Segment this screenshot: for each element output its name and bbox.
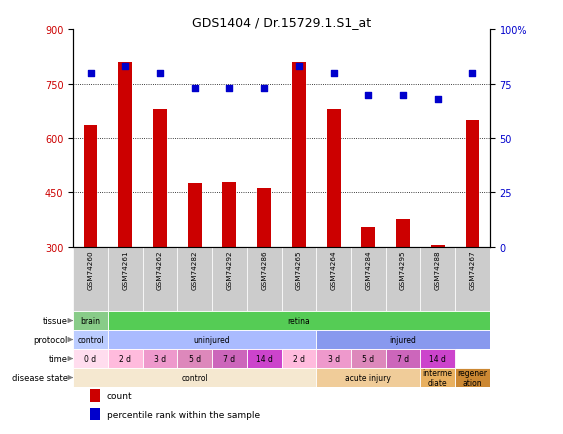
- Bar: [257, 188, 271, 247]
- Bar: [316, 349, 351, 368]
- Text: 3 d: 3 d: [154, 354, 166, 363]
- Text: GSM74292: GSM74292: [226, 250, 233, 290]
- Text: 5 d: 5 d: [189, 354, 201, 363]
- Point: [468, 70, 477, 77]
- Text: regener
ation: regener ation: [458, 368, 488, 387]
- Bar: [396, 220, 410, 247]
- Text: injured: injured: [390, 335, 417, 344]
- Bar: [118, 63, 132, 247]
- Bar: [421, 368, 455, 387]
- Text: tissue: tissue: [43, 316, 68, 325]
- Text: GSM74288: GSM74288: [435, 250, 441, 290]
- Bar: [247, 247, 282, 311]
- Bar: [90, 389, 100, 402]
- Text: GSM74295: GSM74295: [400, 250, 406, 290]
- Bar: [247, 349, 282, 368]
- Bar: [187, 184, 202, 247]
- Bar: [73, 330, 108, 349]
- Bar: [177, 349, 212, 368]
- Text: 7 d: 7 d: [397, 354, 409, 363]
- Point: [434, 96, 443, 103]
- Point: [294, 64, 303, 71]
- Bar: [327, 110, 341, 247]
- Bar: [455, 368, 490, 387]
- Bar: [222, 183, 236, 247]
- Text: brain: brain: [81, 316, 101, 325]
- Text: GSM74260: GSM74260: [88, 250, 93, 290]
- Text: percentile rank within the sample: percentile rank within the sample: [106, 410, 260, 419]
- Point: [399, 92, 408, 99]
- Text: disease state: disease state: [12, 373, 68, 382]
- Text: GSM74284: GSM74284: [365, 250, 371, 290]
- Text: interme
diate: interme diate: [423, 368, 453, 387]
- Point: [260, 85, 269, 92]
- Text: 5 d: 5 d: [362, 354, 374, 363]
- Bar: [282, 349, 316, 368]
- Text: retina: retina: [288, 316, 310, 325]
- Text: GSM74286: GSM74286: [261, 250, 267, 290]
- Point: [120, 64, 129, 71]
- Bar: [316, 330, 490, 349]
- Bar: [421, 349, 455, 368]
- Bar: [316, 368, 421, 387]
- Text: GSM74267: GSM74267: [470, 250, 475, 290]
- Text: protocol: protocol: [34, 335, 68, 344]
- Text: 14 d: 14 d: [256, 354, 272, 363]
- Bar: [212, 247, 247, 311]
- Bar: [142, 349, 177, 368]
- Bar: [153, 110, 167, 247]
- Bar: [466, 121, 480, 247]
- Text: time: time: [49, 354, 68, 363]
- Bar: [361, 227, 375, 247]
- Point: [364, 92, 373, 99]
- Text: 2 d: 2 d: [293, 354, 305, 363]
- Text: GSM74264: GSM74264: [330, 250, 337, 290]
- Bar: [421, 247, 455, 311]
- Point: [225, 85, 234, 92]
- Bar: [386, 247, 421, 311]
- Text: 14 d: 14 d: [430, 354, 446, 363]
- Text: acute injury: acute injury: [345, 373, 391, 382]
- Text: count: count: [106, 391, 132, 400]
- Bar: [351, 349, 386, 368]
- Point: [86, 70, 95, 77]
- Text: 0 d: 0 d: [84, 354, 97, 363]
- Text: 7 d: 7 d: [224, 354, 235, 363]
- Bar: [83, 126, 97, 247]
- Bar: [73, 311, 108, 330]
- Text: GSM74262: GSM74262: [157, 250, 163, 290]
- Point: [329, 70, 338, 77]
- Title: GDS1404 / Dr.15729.1.S1_at: GDS1404 / Dr.15729.1.S1_at: [192, 16, 371, 29]
- Text: uninjured: uninjured: [194, 335, 230, 344]
- Bar: [282, 247, 316, 311]
- Bar: [73, 247, 108, 311]
- Text: GSM74265: GSM74265: [296, 250, 302, 290]
- Point: [155, 70, 164, 77]
- Bar: [73, 349, 108, 368]
- Bar: [316, 247, 351, 311]
- Bar: [455, 247, 490, 311]
- Text: 2 d: 2 d: [119, 354, 131, 363]
- Bar: [431, 245, 445, 247]
- Bar: [351, 247, 386, 311]
- Bar: [142, 247, 177, 311]
- Bar: [212, 349, 247, 368]
- Bar: [177, 247, 212, 311]
- Text: control: control: [181, 373, 208, 382]
- Bar: [386, 349, 421, 368]
- Text: GSM74282: GSM74282: [192, 250, 198, 290]
- Point: [190, 85, 199, 92]
- Bar: [108, 330, 316, 349]
- Text: 3 d: 3 d: [328, 354, 339, 363]
- Bar: [108, 349, 142, 368]
- Text: GSM74261: GSM74261: [122, 250, 128, 290]
- Bar: [90, 408, 100, 420]
- Bar: [108, 247, 142, 311]
- Bar: [73, 368, 316, 387]
- Text: control: control: [77, 335, 104, 344]
- Bar: [292, 63, 306, 247]
